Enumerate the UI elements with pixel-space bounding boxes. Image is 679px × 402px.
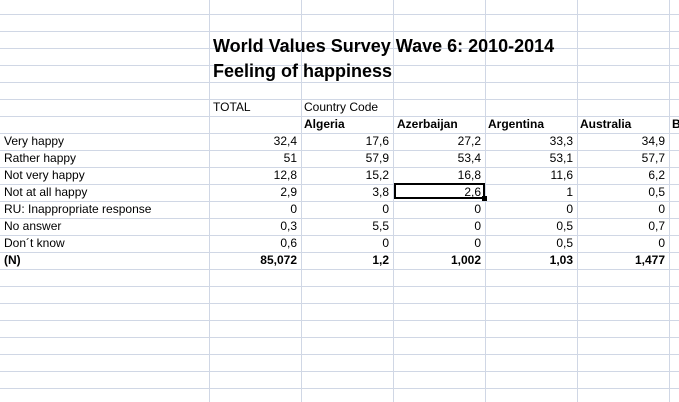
column-header-azerbaijan[interactable]: Azerbaijan — [397, 117, 458, 131]
table-cell[interactable]: 51 — [283, 151, 297, 165]
table-cell[interactable]: 0,5 — [648, 185, 665, 199]
table-cell[interactable]: 17,6 — [365, 134, 389, 148]
row-divider — [0, 354, 679, 355]
row-divider — [0, 167, 679, 168]
row-divider — [0, 48, 679, 49]
table-cell[interactable]: 0,5 — [556, 236, 573, 250]
row-divider — [0, 82, 679, 83]
table-cell[interactable]: 53,1 — [549, 151, 573, 165]
table-cell[interactable]: 0,3 — [280, 219, 297, 233]
column-header-partial[interactable]: B — [672, 117, 679, 131]
row-divider — [0, 320, 679, 321]
column-header-argentina[interactable]: Argentina — [488, 117, 545, 131]
row-divider — [0, 133, 679, 134]
table-cell[interactable]: 0,5 — [556, 219, 573, 233]
row-divider — [0, 116, 679, 117]
table-cell[interactable]: 0 — [382, 236, 389, 250]
table-cell[interactable]: 11,6 — [550, 168, 573, 182]
table-cell[interactable]: 0,7 — [648, 219, 665, 233]
table-cell[interactable]: 0 — [566, 202, 573, 216]
table-cell[interactable]: 1 — [566, 185, 573, 199]
row-divider — [0, 65, 679, 66]
table-cell[interactable]: 0 — [658, 202, 665, 216]
table-cell[interactable]: 53,4 — [457, 151, 481, 165]
row-label-inappropriate-response[interactable]: RU: Inappropriate response — [4, 202, 152, 216]
subtitle-cell[interactable]: Feeling of happiness — [213, 61, 393, 81]
row-label-very-happy[interactable]: Very happy — [4, 134, 65, 148]
row-divider — [0, 99, 679, 100]
row-divider — [0, 14, 679, 15]
row-label-not-at-all-happy[interactable]: Not at all happy — [4, 185, 88, 199]
table-cell[interactable]: 57,7 — [641, 151, 665, 165]
fill-handle[interactable] — [482, 196, 487, 201]
row-divider — [0, 184, 679, 185]
table-cell[interactable]: 6,2 — [648, 168, 665, 182]
row-divider — [0, 252, 679, 253]
table-cell[interactable]: 1,03 — [549, 253, 573, 267]
row-divider — [0, 388, 679, 389]
row-label-not-very-happy[interactable]: Not very happy — [4, 168, 85, 182]
table-cell[interactable]: 0 — [474, 219, 481, 233]
row-divider — [0, 150, 679, 151]
table-cell[interactable]: 32,4 — [273, 134, 297, 148]
row-label-dont-know[interactable]: Don´t know — [4, 236, 65, 250]
row-divider — [0, 235, 679, 236]
table-cell[interactable]: 1,477 — [634, 253, 665, 267]
table-cell[interactable]: 33,3 — [549, 134, 573, 148]
table-cell[interactable]: 0 — [474, 202, 481, 216]
row-divider — [0, 201, 679, 202]
table-cell[interactable]: 12,8 — [273, 168, 297, 182]
row-label-no-answer[interactable]: No answer — [4, 219, 62, 233]
column-header-australia[interactable]: Australia — [580, 117, 632, 131]
row-divider — [0, 371, 679, 372]
table-cell[interactable]: 27,2 — [457, 134, 481, 148]
table-cell[interactable]: 34,9 — [641, 134, 665, 148]
table-cell[interactable]: 0,6 — [280, 236, 297, 250]
table-cell[interactable]: 5,5 — [372, 219, 389, 233]
country-code-header-cell[interactable]: Country Code — [304, 100, 379, 114]
table-cell[interactable]: 0 — [474, 236, 481, 250]
row-divider — [0, 31, 679, 32]
table-cell[interactable]: 0 — [290, 202, 297, 216]
table-cell[interactable]: 57,9 — [365, 151, 389, 165]
table-cell[interactable]: 0 — [658, 236, 665, 250]
row-label-rather-happy[interactable]: Rather happy — [4, 151, 77, 165]
table-cell[interactable]: 15,2 — [365, 168, 389, 182]
row-divider — [0, 218, 679, 219]
table-cell[interactable]: 16,8 — [457, 168, 481, 182]
active-cell-border — [394, 183, 485, 199]
row-divider — [0, 269, 679, 270]
row-divider — [0, 337, 679, 338]
table-cell[interactable]: 0 — [382, 202, 389, 216]
table-cell[interactable]: 1,2 — [372, 253, 389, 267]
selected-table-cell[interactable]: 2,6 — [464, 185, 481, 199]
title-cell[interactable]: World Values Survey Wave 6: 2010-2014 — [213, 36, 555, 56]
row-divider — [0, 286, 679, 287]
table-cell[interactable]: 1,002 — [450, 253, 481, 267]
row-label-n[interactable]: (N) — [4, 253, 21, 267]
table-cell[interactable]: 3,8 — [372, 185, 389, 199]
row-divider — [0, 303, 679, 304]
column-header-algeria[interactable]: Algeria — [304, 117, 345, 131]
table-cell[interactable]: 85,072 — [260, 253, 297, 267]
total-header-cell[interactable]: TOTAL — [213, 100, 251, 114]
table-cell[interactable]: 2,9 — [280, 185, 297, 199]
